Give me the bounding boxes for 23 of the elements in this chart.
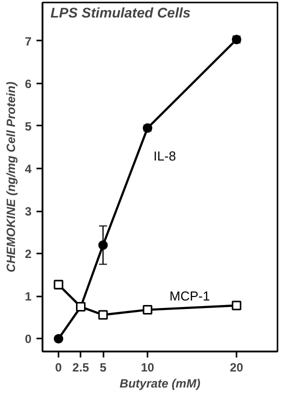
- y-axis-title: CHEMOKINE (ng/mg Cell Protein): [4, 82, 18, 272]
- series-label: IL-8: [154, 148, 176, 164]
- x-tick-label: 0: [55, 360, 62, 374]
- y-tick-label: 1: [24, 290, 32, 304]
- point: [98, 310, 108, 320]
- series-label: MCP-1: [170, 288, 210, 304]
- x-tick-label: 5: [100, 360, 107, 374]
- chart-title: LPS Stimulated Cells: [50, 4, 191, 20]
- x-tick-label: 20: [230, 360, 244, 374]
- x-tick-label: 10: [140, 360, 155, 374]
- point: [142, 305, 152, 315]
- y-tick-label: 0: [24, 332, 32, 346]
- point: [54, 334, 64, 344]
- y-tick-label: 3: [24, 204, 32, 219]
- y-tick-label: 5: [24, 119, 32, 134]
- y-tick-label: 4: [24, 162, 32, 176]
- y-tick-label: 6: [24, 76, 32, 91]
- point: [232, 300, 242, 310]
- x-axis-title: Butyrate (mM): [120, 376, 200, 390]
- point: [98, 240, 108, 250]
- y-tick-label: 7: [24, 34, 32, 48]
- x-tick-label: 2.5: [72, 360, 90, 374]
- y-tick-label: 2: [24, 247, 32, 262]
